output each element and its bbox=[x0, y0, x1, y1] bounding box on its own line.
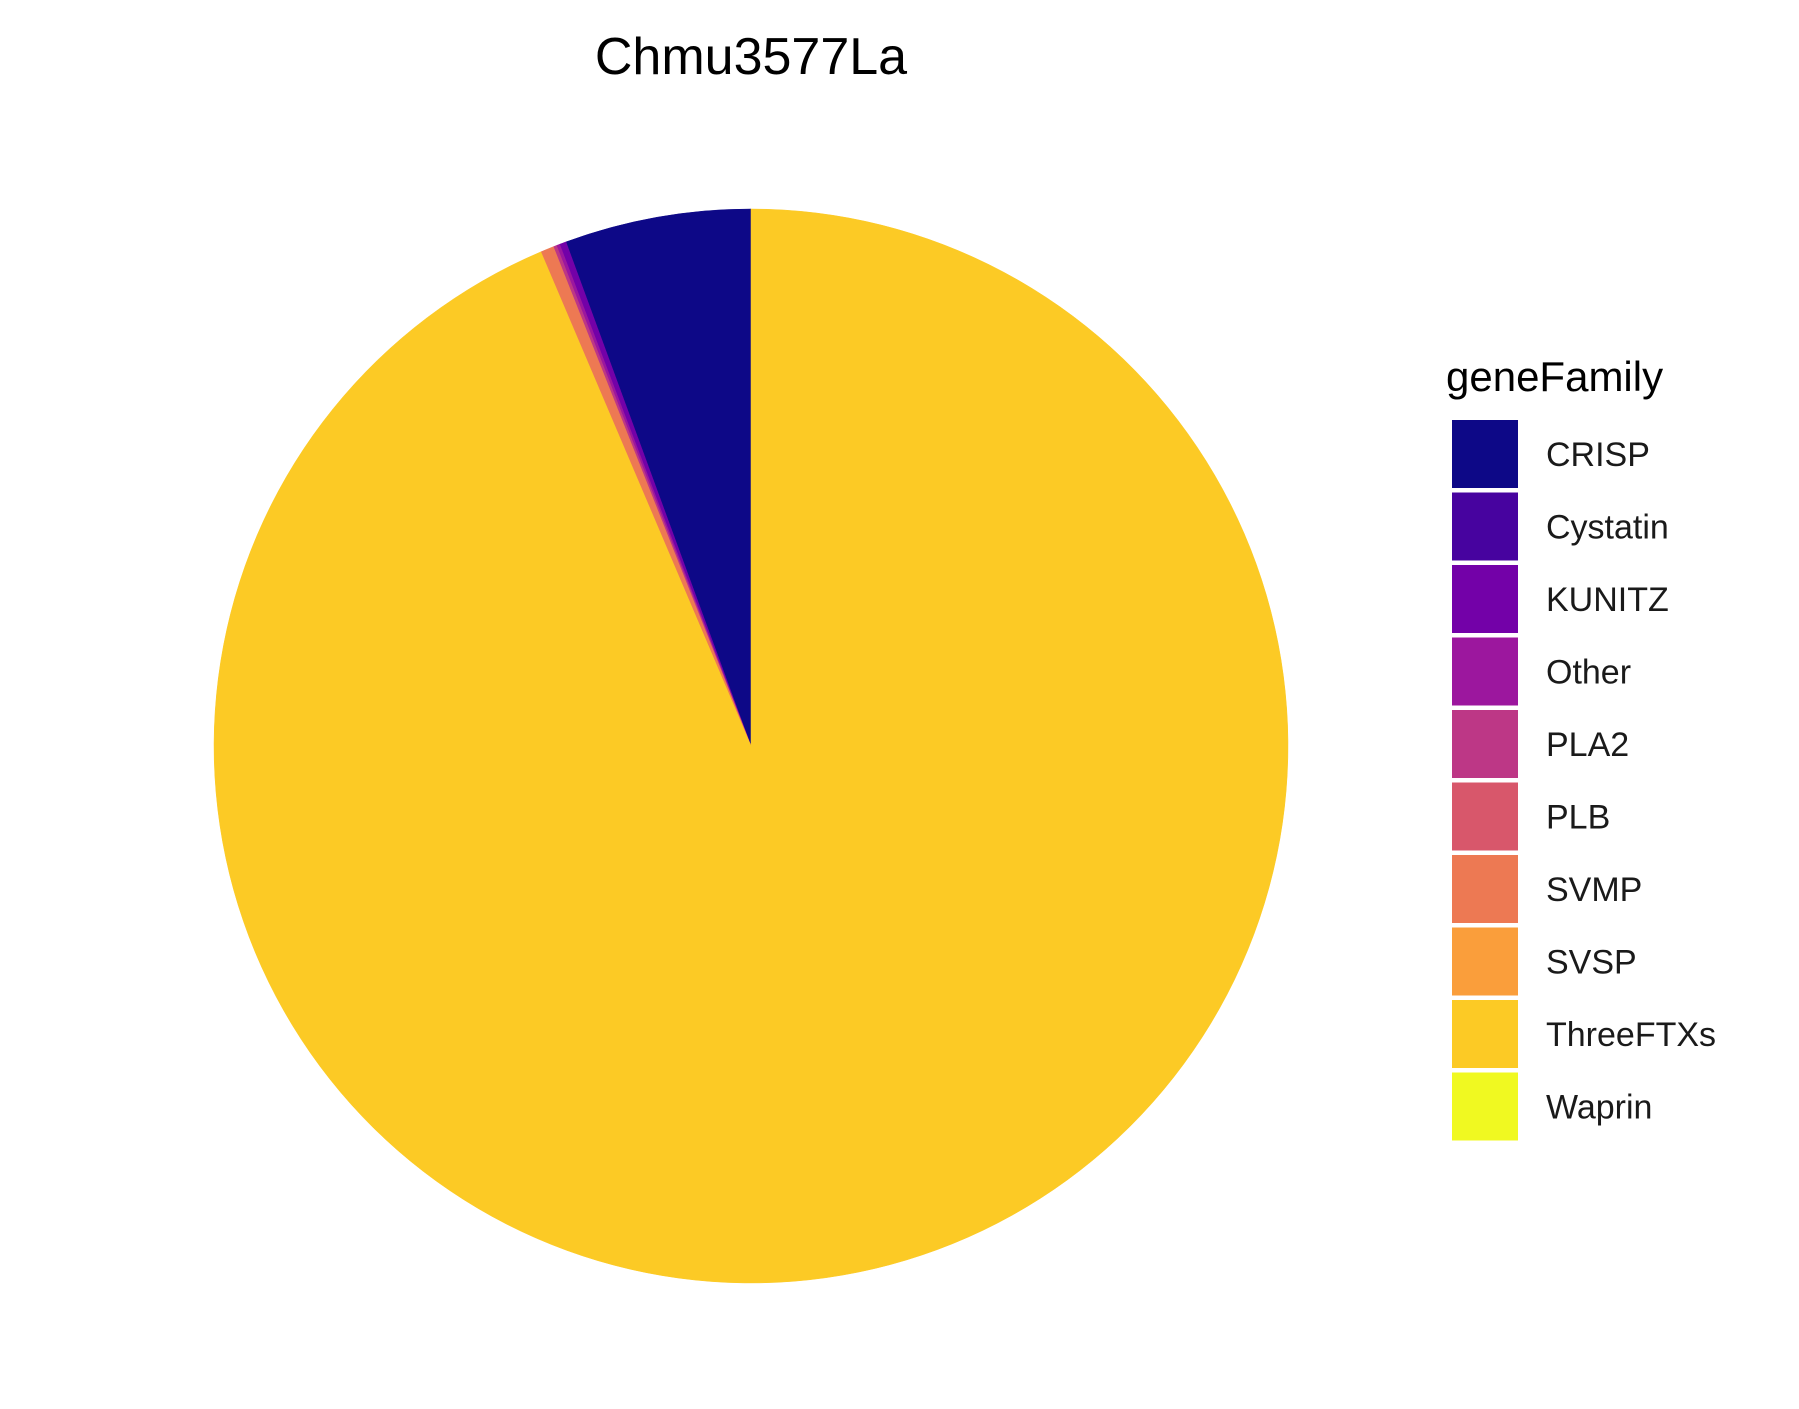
pie-slice-threeftxs bbox=[213, 208, 1289, 1284]
legend-label-svmp: SVMP bbox=[1546, 871, 1642, 909]
legend-key-waprin bbox=[1452, 1072, 1518, 1141]
legend-key-kunitz bbox=[1452, 565, 1518, 633]
legend-key-crisp bbox=[1452, 420, 1518, 488]
legend-label-svsp: SVSP bbox=[1546, 944, 1637, 982]
legend-label-waprin: Waprin bbox=[1546, 1089, 1652, 1127]
legend-key-other bbox=[1452, 637, 1518, 706]
legend-key-svmp bbox=[1452, 855, 1518, 923]
legend: geneFamily CRISP Cystatin KUNITZ Other PLA2 P… bbox=[1446, 353, 1716, 1141]
pie-slices bbox=[213, 208, 1289, 1284]
legend-label-crisp: CRISP bbox=[1546, 436, 1650, 474]
legend-key-cystatin bbox=[1452, 492, 1518, 561]
legend-key-pla2 bbox=[1452, 710, 1518, 778]
legend-title: geneFamily bbox=[1446, 353, 1663, 400]
legend-label-kunitz: KUNITZ bbox=[1546, 581, 1669, 619]
chart-title: Chmu3577La bbox=[595, 28, 907, 86]
legend-key-plb bbox=[1452, 782, 1518, 851]
legend-label-plb: PLB bbox=[1546, 799, 1610, 837]
pie-slice-crisp bbox=[565, 208, 752, 747]
legend-key-threeftxs bbox=[1452, 1000, 1518, 1068]
legend-label-pla2: PLA2 bbox=[1546, 726, 1629, 764]
legend-label-threeftxs: ThreeFTXs bbox=[1546, 1016, 1716, 1054]
legend-items: CRISP Cystatin KUNITZ Other PLA2 PLB SVMP SVSP T… bbox=[1452, 420, 1716, 1141]
legend-key-svsp bbox=[1452, 927, 1518, 996]
legend-label-other: Other bbox=[1546, 654, 1631, 692]
legend-label-cystatin: Cystatin bbox=[1546, 509, 1669, 547]
